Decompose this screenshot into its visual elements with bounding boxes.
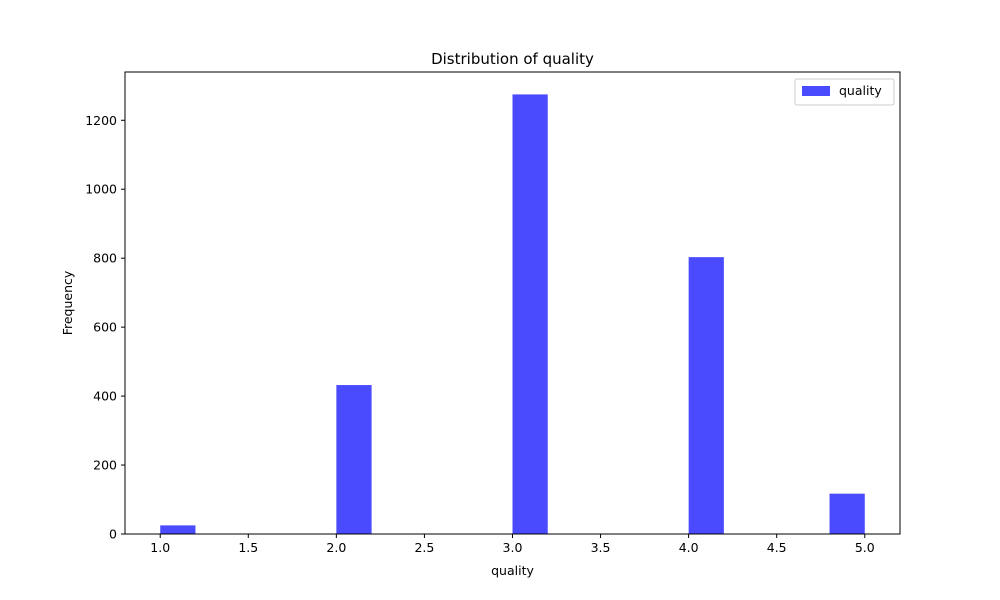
x-tick-label: 2.5 <box>414 540 434 555</box>
x-tick-label: 1.0 <box>150 540 170 555</box>
y-tick-label: 0 <box>109 527 117 542</box>
legend: quality <box>794 78 895 106</box>
legend-box <box>794 78 895 106</box>
y-tick-label: 1000 <box>85 182 117 197</box>
y-tick-label: 600 <box>93 320 117 335</box>
y-axis-ticks: 0 200 400 600 800 1000 1200 <box>85 113 125 542</box>
histogram-bar <box>688 257 724 534</box>
x-axis-label: quality <box>491 563 534 578</box>
histogram-bar <box>160 525 196 534</box>
chart-title: Distribution of quality <box>431 50 594 68</box>
x-tick-label: 2.0 <box>326 540 346 555</box>
histogram-bar <box>336 385 372 534</box>
legend-swatch <box>802 86 830 96</box>
bars-layer <box>160 94 865 534</box>
x-tick-label: 4.0 <box>679 540 699 555</box>
histogram-bar <box>512 94 548 534</box>
y-axis-label: Frequency <box>60 270 75 335</box>
x-axis-ticks: 1.0 1.5 2.0 2.5 3.0 3.5 4.0 4.5 5.0 <box>150 534 875 555</box>
x-tick-label: 1.5 <box>238 540 258 555</box>
histogram-bar <box>829 493 865 534</box>
x-tick-label: 4.5 <box>767 540 787 555</box>
x-tick-label: 5.0 <box>855 540 875 555</box>
y-tick-label: 400 <box>93 389 117 404</box>
y-tick-label: 800 <box>93 251 117 266</box>
x-tick-label: 3.5 <box>591 540 611 555</box>
x-tick-label: 3.0 <box>503 540 523 555</box>
y-tick-label: 200 <box>93 458 117 473</box>
y-tick-label: 1200 <box>85 113 117 128</box>
legend-label: quality <box>839 83 882 98</box>
